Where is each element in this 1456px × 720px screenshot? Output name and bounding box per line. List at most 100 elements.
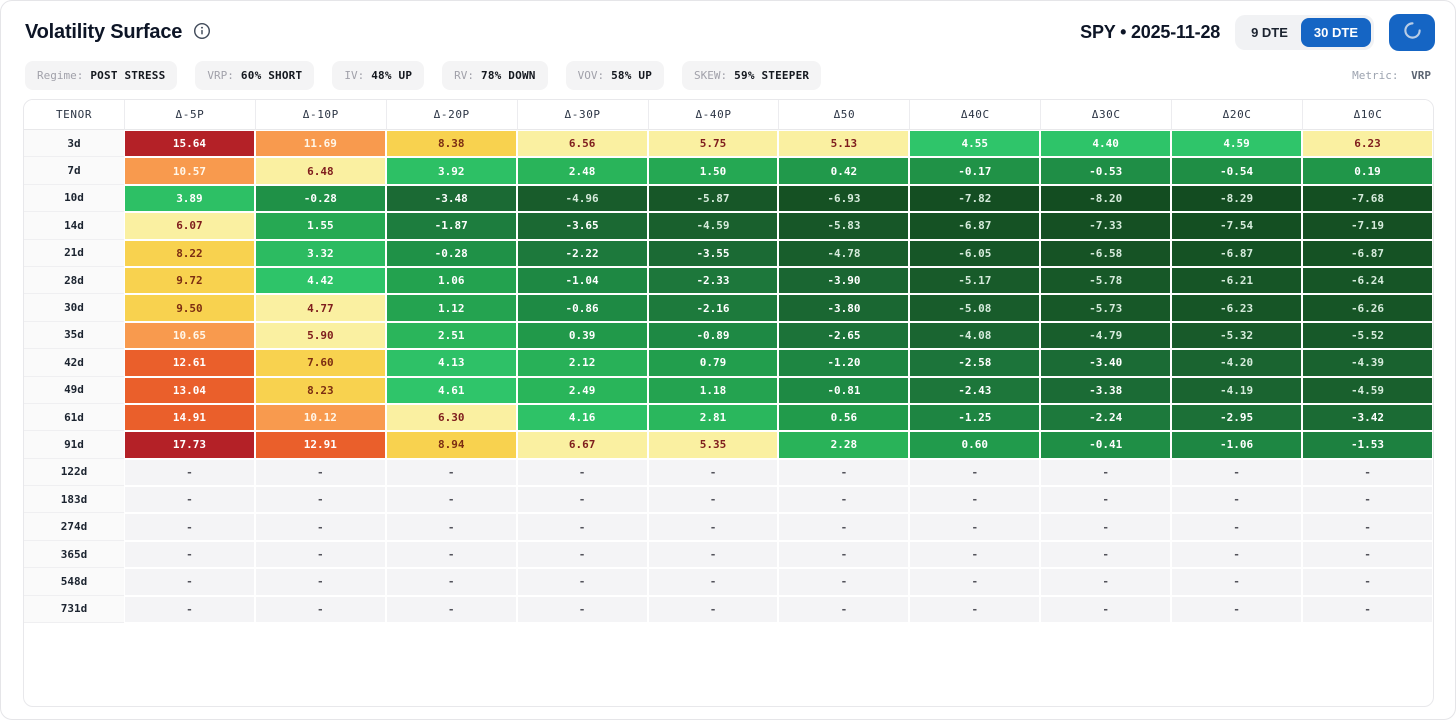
info-button[interactable] <box>193 22 211 43</box>
heatmap-cell: - <box>385 513 517 541</box>
heatmap-cell: 0.56 <box>778 403 910 432</box>
heatmap-cell: 6.07 <box>124 212 255 240</box>
heatmap-cell: 13.04 <box>124 376 255 404</box>
refresh-button[interactable] <box>1389 13 1435 51</box>
dte-9-button[interactable]: 9 DTE <box>1238 18 1301 47</box>
tenor-cell: 28d <box>24 266 124 295</box>
heatmap-cell: - <box>1171 458 1303 487</box>
heatmap-cell: - <box>516 595 648 624</box>
heatmap-cell: 1.12 <box>385 294 517 322</box>
heatmap-cell: - <box>385 458 517 487</box>
heatmap-cell: - <box>1171 595 1303 624</box>
tenor-cell: 548d <box>24 568 124 596</box>
heatmap-cell: - <box>647 568 779 596</box>
table-row: 14d 6.07 1.55 -1.87 -3.65 -4.59 -5.83 -6.87 -7.3… <box>24 212 1433 240</box>
tenor-cell: 21d <box>24 239 124 267</box>
column-header: Δ50 <box>778 100 910 130</box>
heatmap-cell: - <box>1171 540 1303 569</box>
badge-label: VOV: <box>577 69 605 82</box>
status-bar: Regime: POST STRESS VRP: 60% SHORT IV: 4… <box>25 61 1431 90</box>
heatmap-cell: -0.86 <box>516 294 648 322</box>
heatmap-cell: -0.41 <box>1040 431 1172 459</box>
heatmap-cell: - <box>254 540 386 569</box>
heatmap-cell: 2.81 <box>647 403 779 432</box>
heatmap-cell: - <box>124 595 255 624</box>
heatmap-cell: -0.28 <box>254 184 386 213</box>
tenor-cell: 35d <box>24 321 124 350</box>
heatmap-cell: -0.53 <box>1040 157 1172 185</box>
column-header: Δ30C <box>1040 100 1172 130</box>
heatmap-cell: -5.32 <box>1171 321 1303 350</box>
heatmap-cell: - <box>516 540 648 569</box>
heatmap-cell: 4.55 <box>909 130 1041 158</box>
heatmap-cell: 4.40 <box>1040 130 1172 158</box>
heatmap-cell: 12.91 <box>254 431 386 459</box>
heatmap-cell: 5.35 <box>647 431 779 459</box>
heatmap-cell: - <box>1040 595 1172 624</box>
heatmap-cell: 0.39 <box>516 321 648 350</box>
table-row: 42d 12.61 7.60 4.13 2.12 0.79 -1.20 -2.58 -3.40-… <box>24 349 1433 377</box>
heatmap-cell: -0.54 <box>1171 157 1303 185</box>
tenor-cell: 7d <box>24 157 124 185</box>
title-group: Volatility Surface <box>25 21 211 44</box>
heatmap-cell: 0.60 <box>909 431 1041 459</box>
heatmap-cell: - <box>254 486 386 514</box>
heatmap-cell: - <box>1302 486 1433 514</box>
heatmap-cell: -5.83 <box>778 212 910 240</box>
table-row: 3d 15.64 11.69 8.38 6.56 5.75 5.13 4.55 4.40 4.59… <box>24 130 1433 158</box>
heatmap-cell: -0.81 <box>778 376 910 404</box>
tenor-cell: 274d <box>24 513 124 541</box>
heatmap-cell: 0.42 <box>778 157 910 185</box>
heatmap-cell: 0.19 <box>1302 157 1433 185</box>
heatmap-cell: -1.20 <box>778 349 910 377</box>
heatmap-cell: -2.33 <box>647 266 779 295</box>
heatmap-cell: -3.48 <box>385 184 517 213</box>
heatmap-cell: -7.68 <box>1302 184 1433 213</box>
heatmap-cell: -2.58 <box>909 349 1041 377</box>
spinner-icon <box>1403 21 1422 43</box>
heatmap-cell: - <box>778 595 910 624</box>
badge-label: IV: <box>344 69 365 82</box>
heatmap-cell: 1.06 <box>385 266 517 295</box>
regime-badges: Regime: POST STRESS VRP: 60% SHORT IV: 4… <box>25 61 822 90</box>
heatmap-cell: -4.08 <box>909 321 1041 350</box>
heatmap-cell: - <box>647 595 779 624</box>
heatmap-cell: - <box>516 486 648 514</box>
heatmap-cell: 6.56 <box>516 130 648 158</box>
heatmap-cell: - <box>1302 513 1433 541</box>
heatmap-cell: 6.67 <box>516 431 648 459</box>
heatmap-cell: -6.93 <box>778 184 910 213</box>
heatmap-cell: -7.82 <box>909 184 1041 213</box>
table-row: 10d 3.89 -0.28 -3.48 -4.96 -5.87 -6.93 -7.82 -8.… <box>24 184 1433 213</box>
tenor-cell: 42d <box>24 349 124 377</box>
heatmap-cell: -6.23 <box>1171 294 1303 322</box>
heatmap-cell: - <box>1171 513 1303 541</box>
heatmap-cell: - <box>647 540 779 569</box>
heatmap-cell: - <box>254 595 386 624</box>
heatmap-cell: 8.23 <box>254 376 386 404</box>
heatmap-cell: -3.80 <box>778 294 910 322</box>
badge-regime: Regime: POST STRESS <box>25 61 178 90</box>
column-header: Δ-20P <box>385 100 517 130</box>
tenor-cell: 14d <box>24 212 124 240</box>
heatmap-cell: -4.39 <box>1302 349 1433 377</box>
heatmap-cell: - <box>124 486 255 514</box>
heatmap-cell: -5.87 <box>647 184 779 213</box>
table-row: 7d 10.57 6.48 3.92 2.48 1.50 0.42 -0.17 -0.53 -0.… <box>24 157 1433 185</box>
heatmap-cell: - <box>909 486 1041 514</box>
heatmap-cell: - <box>254 568 386 596</box>
heatmap-cell: 10.57 <box>124 157 255 185</box>
heatmap-cell: -4.79 <box>1040 321 1172 350</box>
heatmap-cell: -1.25 <box>909 403 1041 432</box>
heatmap-cell: 6.48 <box>254 157 386 185</box>
heatmap-cell: 4.61 <box>385 376 517 404</box>
metric-value: VRP <box>1411 69 1431 82</box>
heatmap-cell: - <box>778 568 910 596</box>
heatmap-cell: - <box>1040 513 1172 541</box>
heatmap-cell: -6.05 <box>909 239 1041 267</box>
heatmap-cell: - <box>647 458 779 487</box>
dte-30-button[interactable]: 30 DTE <box>1300 17 1371 47</box>
column-header: Δ-10P <box>254 100 386 130</box>
tenor-column-header: TENOR <box>24 100 124 130</box>
